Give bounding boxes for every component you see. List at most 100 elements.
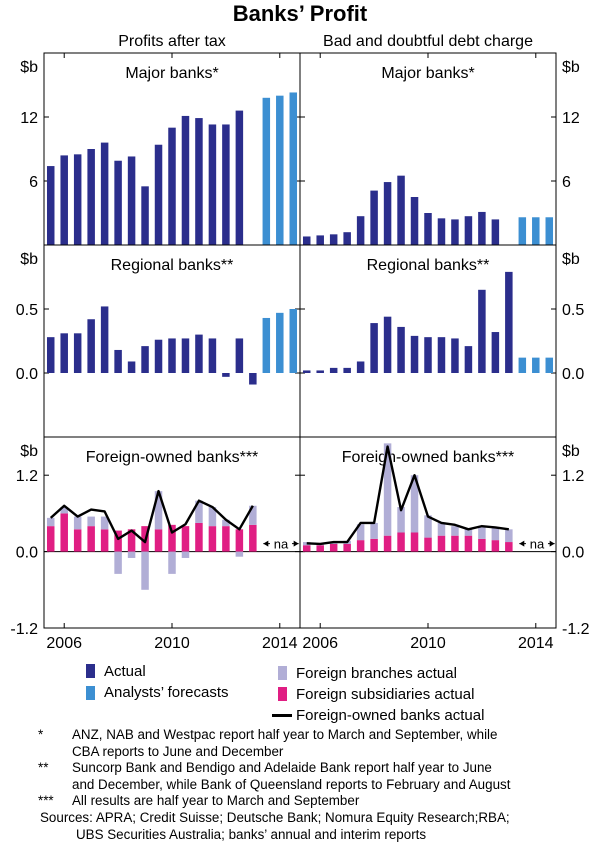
na-label: na [530,537,545,552]
bar-subsidiaries [302,545,311,552]
bar-actual [46,337,55,373]
footnote: ** Suncorp Bank and Bendigo and Adelaide… [38,760,598,793]
bar-branches [491,527,500,541]
bar-actual [127,361,136,373]
bar-actual [181,115,190,245]
na-arrowhead [519,540,525,547]
bar-subsidiaries [195,522,203,552]
bar-actual [410,197,419,245]
bar-branches [208,507,217,527]
bar-actual [114,160,122,245]
y-tick-label: 0.5 [16,302,38,319]
bar-actual [208,124,217,245]
bar-actual [100,142,109,245]
na-label-bg [269,536,292,551]
bar-actual [222,373,230,377]
panel-title: Regional banks** [367,257,490,274]
legend-label-branches: Foreign branches actual [296,665,457,682]
bar-forecast [518,217,527,245]
y-tick-label: 12 [562,110,580,127]
bar-subsidiaries [222,526,230,552]
bar-subsidiaries [60,513,68,552]
bar-subsidiaries [100,529,109,552]
line-total [306,445,510,546]
bar-actual [195,118,203,245]
chart-title: Banks’ Profit [233,1,368,26]
panel-title: Regional banks** [111,257,234,274]
bar-actual [370,323,378,373]
footnotes: * ANZ, NAB and Westpac report half year … [38,727,598,843]
sources-line: Sources: APRA; Credit Suisse; Deutsche B… [40,809,510,825]
bar-actual [491,332,500,373]
bar-subsidiaries [451,535,459,552]
bar-actual [343,232,351,245]
legend-label-subsidiaries: Foreign subsidiaries actual [296,686,475,703]
footnote-mark: *** [38,793,54,809]
bar-actual [181,338,190,373]
bar-branches [114,551,122,574]
y-tick-label: -1.2 [10,621,38,638]
bar-actual [73,333,82,373]
bar-branches [60,507,68,514]
bar-actual [235,110,244,245]
bar-forecast [276,95,284,246]
bar-actual [316,235,324,245]
bar-actual [464,216,473,245]
x-tick-label: 2010 [154,635,190,652]
bar-actual [356,216,365,245]
footnote: *** All results are half year to March a… [38,793,598,810]
line-total [49,489,254,544]
legend-label-actual: Actual [104,663,146,680]
bar-actual [141,346,149,373]
x-tick-label: 2006 [302,635,338,652]
bar-subsidiaries [437,535,446,552]
footnote-mark: * [38,727,44,742]
right-column-title: Bad and doubtful debt charge [323,33,533,50]
na-arrowhead [293,540,299,547]
bar-actual [168,338,176,373]
x-tick-label: 2014 [518,635,554,652]
x-tick-label: 2006 [46,635,82,652]
bar-actual [491,219,500,245]
y-tick-label: 6 [29,174,38,191]
bar-actual [302,370,311,373]
y-tick-label: 6 [562,174,571,191]
bar-actual [410,335,419,373]
na-label: na [274,537,289,552]
y-tick-label: 1.2 [16,468,38,485]
bar-forecast [262,317,271,373]
bar-actual [397,326,405,373]
bar-subsidiaries [343,543,351,552]
bar-branches [464,528,473,536]
panel-title: Foreign-owned banks*** [86,449,259,466]
bar-subsidiaries [73,529,82,552]
bar-actual [383,182,392,245]
na-arrowhead [549,540,555,547]
banks-profit-chart: Banks’ Profit Profits after tax Bad and … [10,1,590,652]
left-column-title: Profits after tax [118,33,226,50]
bar-forecast [545,217,554,245]
sources-line: UBS Securities Australia; banks’ annual … [76,826,427,842]
bar-actual [329,367,338,373]
bar-forecast [276,312,284,373]
legend-label-line: Foreign-owned banks actual [296,707,485,724]
panel-title: Major banks* [381,65,474,82]
bar-actual [302,236,311,245]
unit-label: $b [20,251,38,268]
bar-actual [478,211,486,245]
bar-actual [437,218,446,245]
bar-branches [397,507,405,533]
bar-actual [424,337,432,373]
bar-branches [222,519,230,527]
chart-panels: 6 6 12 12 $b $b Major banks* Major banks* 0.0 0.0… [10,53,590,652]
footnote-line: All results are half year to March and S… [72,793,360,809]
bar-actual [505,271,513,373]
bar-branches [100,516,109,530]
bar-subsidiaries [491,540,500,552]
legend-swatch-line [272,714,292,717]
bar-actual [343,367,351,373]
bar-branches [195,500,203,523]
bar-actual [356,361,365,373]
footnote-line: ANZ, NAB and Westpac report half year to… [72,727,498,742]
unit-label: $b [562,59,580,76]
